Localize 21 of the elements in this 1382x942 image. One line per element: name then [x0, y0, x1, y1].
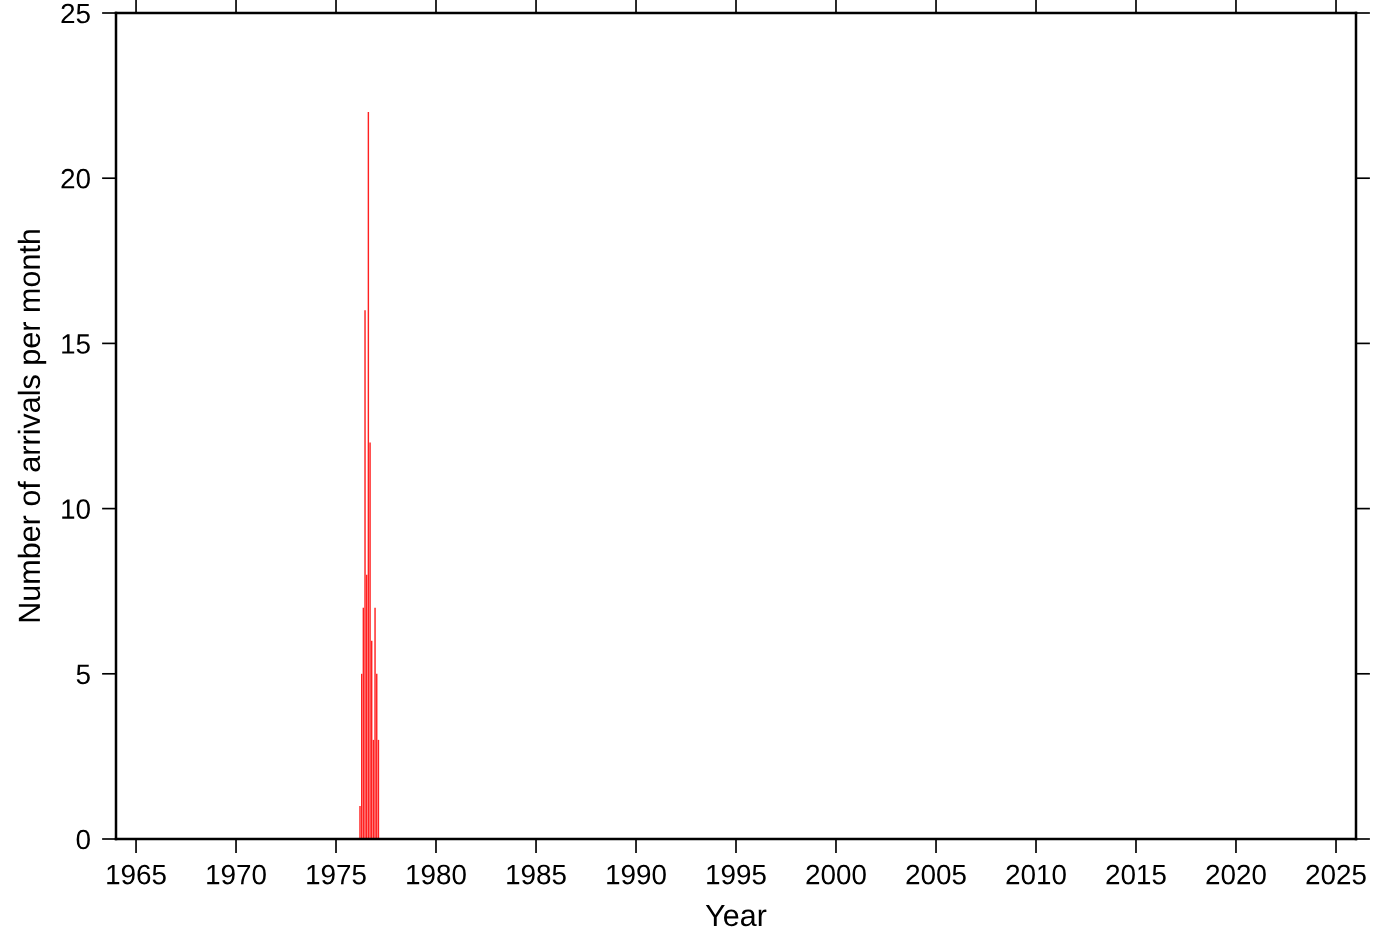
y-tick-label: 25 [61, 3, 90, 24]
x-tick-label: 1970 [207, 864, 266, 885]
y-tick-label: 5 [76, 664, 90, 685]
x-axis-title: Year [705, 904, 767, 927]
y-tick-label: 10 [62, 499, 90, 519]
x-tick-label: 1995 [707, 864, 766, 885]
x-tick-label: 1985 [507, 864, 566, 885]
y-tick-label: 20 [61, 168, 90, 189]
y-axis-title: Number of arrivals per month [17, 230, 47, 622]
x-tick-label: 2005 [906, 864, 966, 885]
y-tick-label: 15 [62, 334, 90, 354]
x-tick-label: 2025 [1306, 864, 1366, 885]
x-tick-label: 1965 [107, 864, 166, 885]
x-tick-label: 2015 [1106, 864, 1166, 885]
y-tick-label: 0 [76, 829, 90, 850]
x-tick-label: 1990 [607, 864, 666, 885]
x-tick-label: 2000 [806, 864, 866, 885]
x-tick-label: 1980 [407, 864, 466, 885]
x-tick-label: 2020 [1206, 864, 1266, 885]
x-tick-label: 1975 [307, 864, 366, 885]
x-tick-label: 2010 [1006, 864, 1066, 885]
